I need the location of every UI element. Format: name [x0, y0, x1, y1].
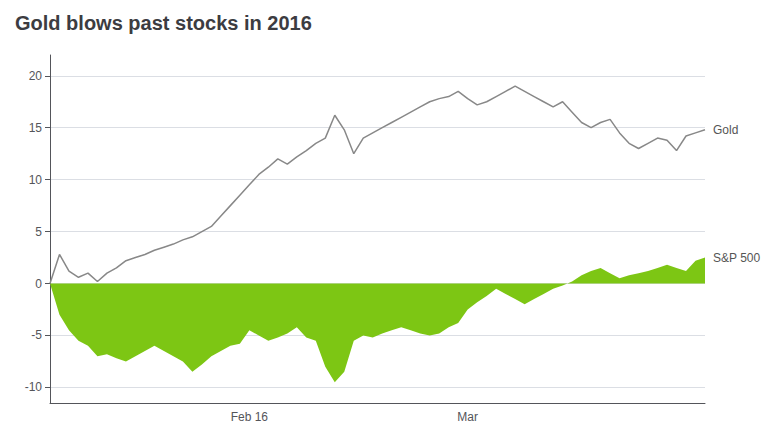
- svg-text:-5: -5: [31, 328, 42, 342]
- svg-text:Gold: Gold: [713, 123, 738, 137]
- svg-text:0: 0: [35, 277, 42, 291]
- svg-text:-10: -10: [25, 380, 43, 394]
- svg-text:20: 20: [29, 69, 43, 83]
- svg-text:10: 10: [29, 173, 43, 187]
- svg-text:Gold blows past stocks in 2016: Gold blows past stocks in 2016: [15, 12, 312, 34]
- svg-text:Feb 16: Feb 16: [231, 410, 269, 424]
- svg-text:S&P 500: S&P 500: [713, 251, 760, 265]
- svg-text:15: 15: [29, 121, 43, 135]
- svg-text:5: 5: [35, 225, 42, 239]
- svg-text:Mar: Mar: [457, 410, 478, 424]
